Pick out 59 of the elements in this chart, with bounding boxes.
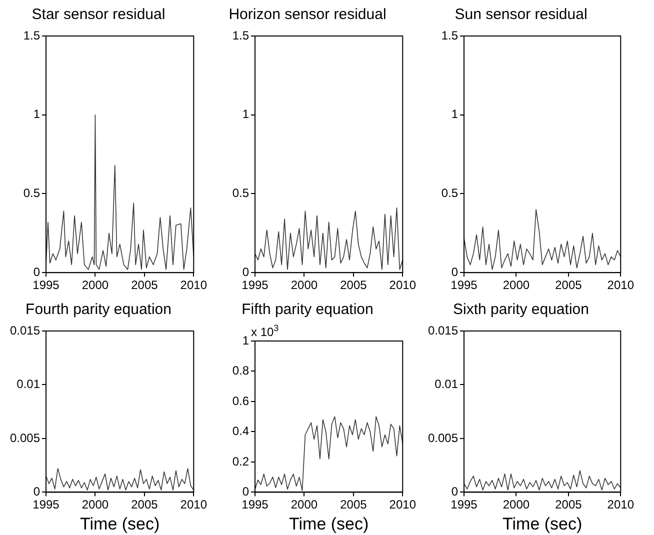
chart-title: Sixth parity equation	[453, 301, 589, 318]
y-tick-label: 0	[451, 264, 458, 279]
x-tick-label: 2005	[131, 278, 158, 292]
y-tick-label: 0.01	[16, 377, 40, 392]
x-tick-label: 2010	[607, 278, 634, 292]
y-tick-label: 1	[242, 333, 250, 348]
x-tick-label: 2010	[180, 498, 208, 512]
y-tick-label: 1	[33, 107, 40, 122]
y-tick-label: 0.005	[428, 430, 458, 445]
chart-title: Star sensor residual	[32, 6, 166, 24]
y-tick-label: 1.5	[441, 28, 458, 42]
x-tick-label: 2010	[389, 278, 416, 292]
y-tick-label: 0.5	[232, 186, 250, 200]
x-tick-label: 1995	[32, 498, 60, 512]
y-tick-label: 0	[242, 264, 250, 279]
x-tick-label: 2005	[555, 498, 582, 512]
y-tick-label: 0.6	[232, 394, 250, 408]
x-tick-label: 1995	[450, 278, 478, 292]
x-tick-label: 1995	[242, 498, 269, 512]
x-tick-label: 1995	[242, 278, 269, 292]
x-tick-label: 2000	[82, 498, 109, 512]
x-tick-label: 2000	[502, 498, 530, 512]
y-tick-label: 0.4	[232, 424, 250, 438]
x-tick-label: 1995	[450, 498, 478, 512]
x-tick-label: 2010	[180, 278, 208, 292]
x-tick-label: 2000	[502, 278, 530, 292]
chart-title: Fourth parity equation	[26, 301, 172, 318]
x-tick-label: 2005	[131, 498, 158, 512]
y-tick-label: 0	[33, 264, 40, 279]
x-tick-label: 2000	[290, 278, 318, 292]
y-tick-label: 0.01	[434, 377, 458, 392]
y-tick-label: 0.5	[23, 186, 40, 200]
chart-title: Horizon sensor residual	[228, 6, 386, 24]
y-tick-label: 0.2	[232, 454, 250, 468]
y-tick-label: 0.015	[10, 323, 40, 338]
x-axis-title: Time (sec)	[289, 514, 369, 534]
x-tick-label: 2000	[290, 498, 318, 512]
y-tick-label: 1.5	[232, 28, 250, 42]
y-tick-label: 1	[451, 107, 458, 122]
y-tick-label: 0	[33, 484, 40, 499]
x-tick-label: 2000	[82, 278, 109, 292]
x-axis-title: Time (sec)	[80, 514, 160, 534]
x-tick-label: 2005	[340, 498, 368, 512]
x-tick-label: 1995	[32, 278, 60, 292]
y-tick-label: 0	[242, 484, 250, 499]
x-tick-label: 2010	[389, 498, 416, 512]
y-tick-label: 0	[451, 484, 458, 499]
y-tick-label: 0.8	[232, 364, 250, 378]
x-tick-label: 2005	[340, 278, 368, 292]
x-tick-label: 2005	[555, 278, 582, 292]
y-tick-label: 0.5	[441, 186, 458, 200]
chart-title: Sun sensor residual	[454, 6, 588, 24]
y-tick-label: 1.5	[23, 28, 40, 42]
y-tick-label: 1	[242, 107, 250, 122]
chart-title: Fifth parity equation	[242, 301, 374, 318]
y-tick-label: 0.005	[10, 430, 40, 445]
y-tick-label: 0.015	[428, 323, 458, 338]
x-axis-title: Time (sec)	[502, 514, 582, 534]
x-tick-label: 2010	[607, 498, 634, 512]
